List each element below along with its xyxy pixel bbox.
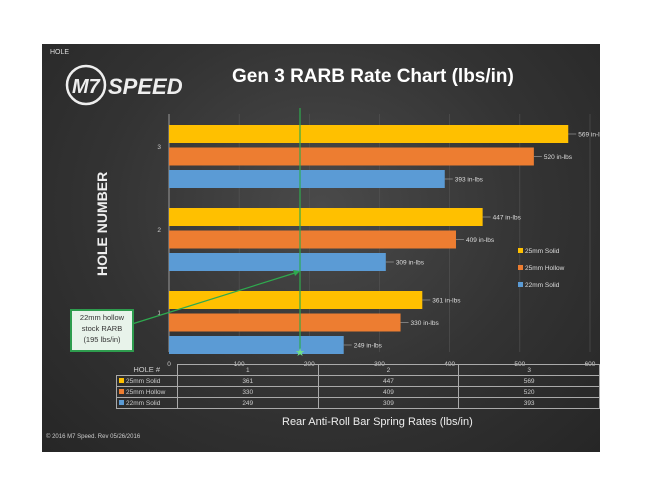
y-tick-label: 2 bbox=[157, 227, 161, 234]
data-label: 569 in-lbs bbox=[578, 132, 600, 139]
bar bbox=[169, 313, 401, 332]
data-label: 249 in-lbs bbox=[354, 343, 383, 350]
copyright: © 2016 M7 Speed. Rev 05/26/2016 bbox=[46, 434, 141, 440]
data-label: 520 in-lbs bbox=[544, 154, 573, 161]
data-label: 361 in-lbs bbox=[432, 298, 461, 305]
bar bbox=[169, 230, 456, 249]
legend-item: 25mm Solid bbox=[518, 248, 559, 255]
legend-item: 25mm Hollow bbox=[518, 265, 564, 272]
chart-title: Gen 3 RARB Rate Chart (lbs/in) bbox=[232, 66, 514, 87]
table-header: HOLE # bbox=[133, 365, 161, 375]
chart-panel: HOLE M7 SPEED Gen 3 RARB Rate Chart (lbs… bbox=[42, 44, 600, 452]
legend-label: 22mm Solid bbox=[525, 282, 560, 289]
bar bbox=[169, 147, 534, 166]
bar bbox=[169, 208, 483, 226]
cell: 393 bbox=[458, 397, 600, 409]
y-tick-label: 3 bbox=[157, 144, 161, 151]
callout-line: 22mm hollow bbox=[79, 313, 125, 322]
x-axis-label: Rear Anti-Roll Bar Spring Rates (lbs/in) bbox=[282, 416, 473, 428]
data-label: 409 in-lbs bbox=[466, 237, 495, 244]
row-label: 25mm Hollow bbox=[126, 388, 166, 396]
data-label: 393 in-lbs bbox=[455, 177, 484, 184]
table-row: 25mm Solid 361 447 569 bbox=[116, 375, 600, 387]
cell: 309 bbox=[317, 397, 460, 409]
m7-speed-logo: M7 SPEED bbox=[65, 64, 183, 106]
legend-swatch bbox=[518, 282, 523, 287]
cell: 330 bbox=[176, 386, 319, 398]
callout-arrow bbox=[131, 271, 299, 325]
data-label: 330 in-lbs bbox=[411, 320, 440, 327]
hole-label: HOLE bbox=[50, 49, 70, 56]
table-col-header: 2 bbox=[317, 364, 460, 376]
legend-swatch bbox=[518, 248, 523, 253]
cell: 249 bbox=[176, 397, 319, 409]
table-col-header: 1 bbox=[176, 364, 319, 376]
legend-item: 22mm Solid bbox=[518, 282, 559, 289]
bar bbox=[169, 291, 423, 309]
cell: 361 bbox=[176, 375, 319, 387]
row-label: 25mm Solid bbox=[126, 377, 161, 385]
svg-text:M7: M7 bbox=[72, 76, 101, 98]
table-row: 25mm Hollow 330 409 520 bbox=[116, 386, 600, 398]
cell: 447 bbox=[317, 375, 460, 387]
data-label: 309 in-lbs bbox=[396, 260, 425, 267]
y-axis-label: HOLE NUMBER bbox=[94, 171, 110, 276]
svg-text:SPEED: SPEED bbox=[108, 74, 183, 99]
cell: 520 bbox=[458, 386, 600, 398]
data-label: 447 in-lbs bbox=[493, 215, 522, 222]
table-row: 22mm Solid 249 309 393 bbox=[116, 397, 600, 409]
bar bbox=[169, 253, 386, 271]
star-icon: ★ bbox=[295, 347, 305, 359]
legend-label: 25mm Hollow bbox=[525, 265, 565, 272]
legend-label: 25mm Solid bbox=[525, 248, 560, 255]
legend-swatch bbox=[518, 265, 523, 270]
y-tick-label: 1 bbox=[157, 310, 161, 317]
cell: 409 bbox=[317, 386, 460, 398]
stock-rarb-callout: 22mm hollow stock RARB (195 lbs/in) bbox=[70, 309, 134, 352]
table-col-header: 3 bbox=[458, 364, 600, 376]
bar bbox=[169, 336, 344, 354]
data-table: HOLE # 1 2 3 25mm Solid 361 447 569 25mm Hollo… bbox=[116, 364, 600, 409]
row-label: 22mm Solid bbox=[126, 399, 161, 407]
callout-line: (195 lbs/in) bbox=[83, 335, 121, 344]
cell: 569 bbox=[458, 375, 600, 387]
x-tick-label: 0 bbox=[167, 361, 171, 368]
bar bbox=[169, 125, 569, 143]
arrowhead bbox=[293, 270, 300, 276]
callout-line: stock RARB bbox=[81, 324, 123, 333]
bar bbox=[169, 170, 445, 188]
